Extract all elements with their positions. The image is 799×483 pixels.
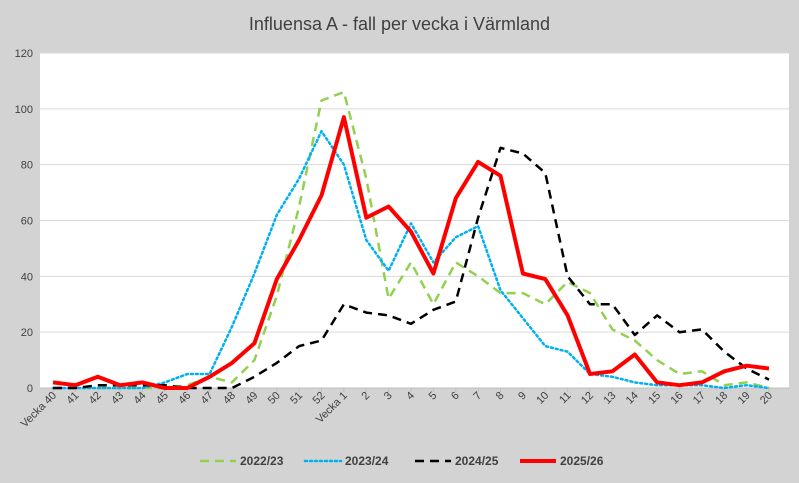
y-tick-label: 100 <box>15 104 33 116</box>
legend-label: 2022/23 <box>240 454 284 468</box>
y-tick-label: 60 <box>21 216 33 228</box>
series-lines <box>51 90 771 390</box>
legend-label: 2025/26 <box>560 454 604 468</box>
legend-label: 2024/25 <box>455 454 499 468</box>
y-tick-label: 20 <box>21 327 33 339</box>
y-tick-label: 40 <box>21 271 33 283</box>
series-line-2025-26 <box>52 115 770 390</box>
legend: 2022/23 2023/24 2024/25 2025/26 <box>200 454 604 468</box>
y-tick-label: 120 <box>15 48 33 60</box>
y-tick-label: 80 <box>21 160 33 172</box>
series-line-2022-23 <box>53 90 770 390</box>
legend-label: 2023/24 <box>345 454 389 468</box>
y-axis-ticks: 0 20 40 60 80 100 120 <box>15 48 33 395</box>
series-line-2023-24 <box>51 129 771 390</box>
chart-title: Influensa A - fall per vecka i Värmland <box>249 14 550 34</box>
series-line-2024-25 <box>53 146 770 390</box>
gridlines <box>40 52 789 389</box>
y-tick-label: 0 <box>27 383 33 395</box>
